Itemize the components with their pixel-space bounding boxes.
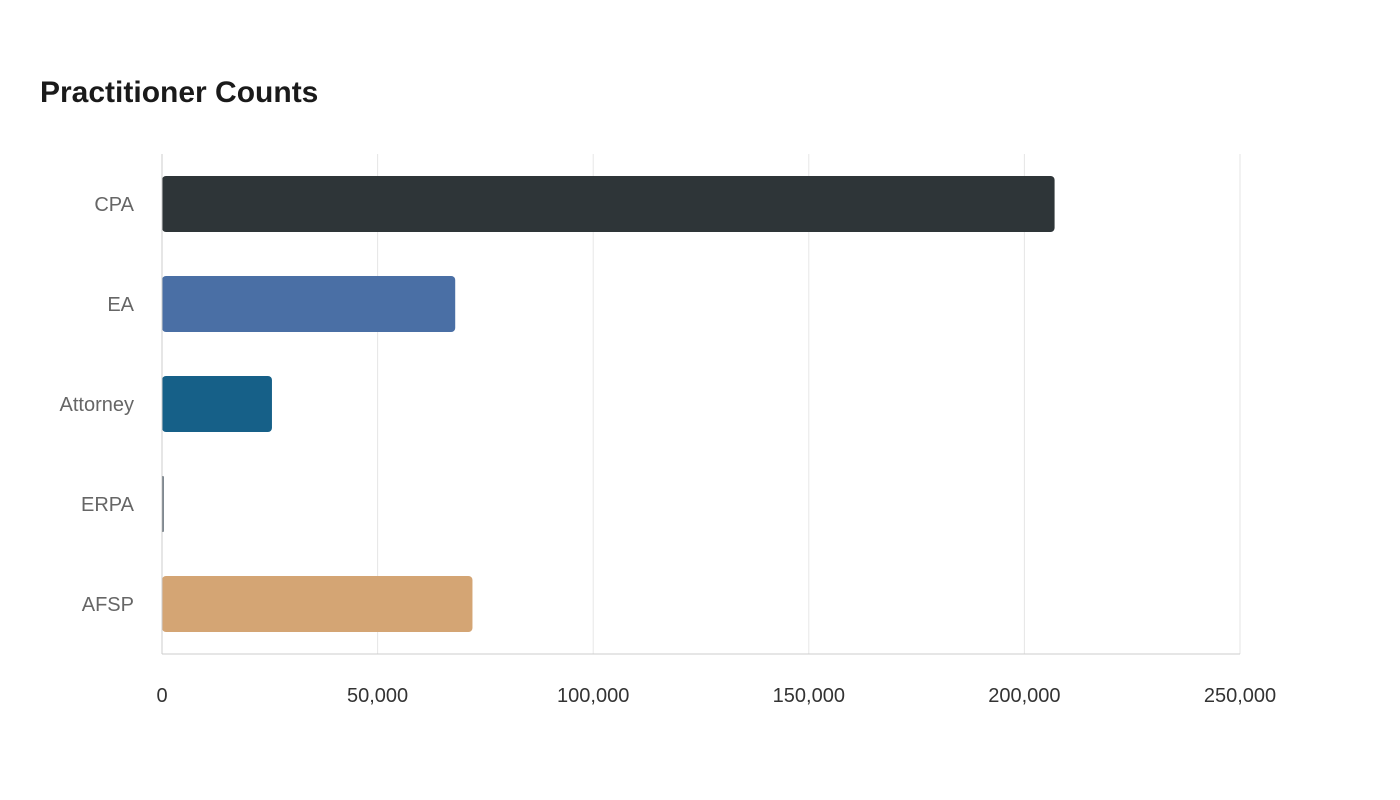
x-tick-label-2: 100,000 [557, 685, 629, 707]
x-tick-label-0: 0 [156, 685, 167, 707]
category-label-cpa: CPA [94, 194, 134, 216]
category-labels: CPA EA Attorney ERPA AFSP [60, 194, 135, 616]
category-label-ea: EA [107, 294, 134, 316]
x-tick-label-1: 50,000 [347, 685, 408, 707]
bar-ea [162, 276, 456, 332]
chart-title: Practitioner Counts [40, 76, 319, 109]
category-label-erpa: ERPA [81, 494, 135, 516]
category-label-attorney: Attorney [60, 394, 134, 416]
bar-attorney [162, 376, 272, 432]
bar-afsp [162, 576, 473, 632]
x-tick-label-5: 250,000 [1204, 685, 1276, 707]
bars [162, 176, 1055, 632]
x-tick-labels: 0 50,000 100,000 150,000 200,000 250,000 [156, 685, 1276, 707]
category-label-afsp: AFSP [82, 594, 134, 616]
bar-cpa [162, 176, 1055, 232]
axes [161, 154, 1240, 655]
x-tick-label-3: 150,000 [773, 685, 845, 707]
x-tick-label-4: 200,000 [988, 685, 1060, 707]
